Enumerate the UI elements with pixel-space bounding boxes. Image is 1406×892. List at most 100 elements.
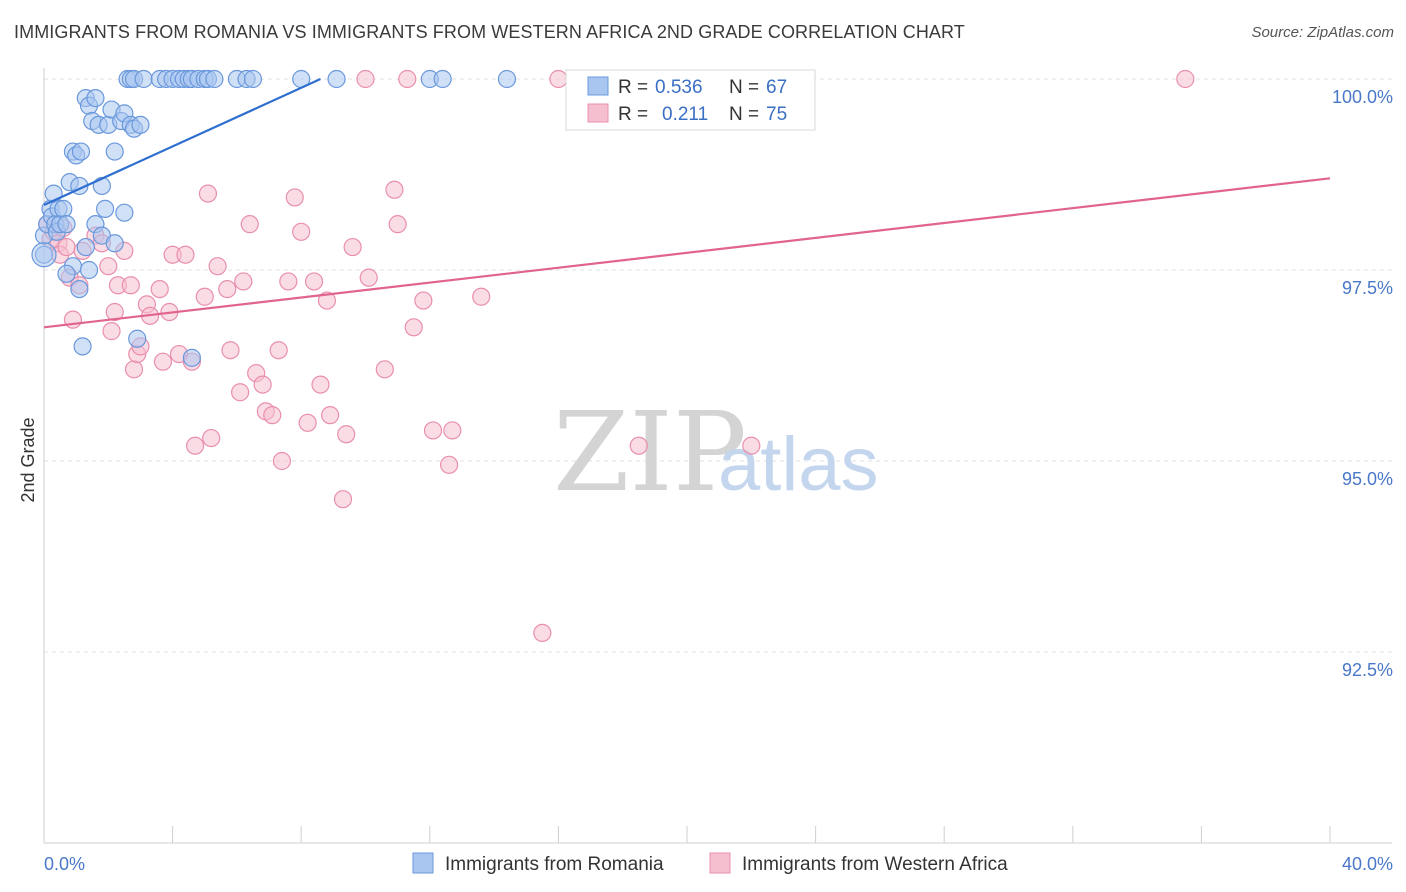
romania-point-32 — [115, 203, 134, 222]
western-africa-point-62 — [404, 318, 423, 337]
y-axis-label: 2nd Grade — [18, 417, 38, 502]
romania-point-26 — [105, 142, 124, 161]
x-tick-labels: 0.0% 40.0% — [44, 854, 1393, 874]
y-tick-label-2: 97.5% — [1342, 278, 1393, 298]
y-tick-label-3: 100.0% — [1332, 87, 1393, 107]
western-africa-point-36 — [218, 280, 237, 299]
chart-title: IMMIGRANTS FROM ROMANIA VS IMMIGRANTS FR… — [14, 22, 965, 42]
western-africa-trend-line — [43, 177, 1331, 329]
legend-n-value-romania: 67 — [766, 77, 787, 98]
romania-point-42 — [128, 329, 147, 348]
western-africa-point-68 — [533, 623, 552, 643]
western-africa-point-42 — [253, 375, 272, 394]
axes — [43, 68, 1392, 844]
western-africa-point-37 — [221, 341, 240, 360]
western-africa-point-24 — [150, 280, 169, 299]
romania-trend-line — [43, 77, 321, 207]
watermark-atlas: atlas — [718, 422, 879, 507]
western-africa-point-65 — [439, 455, 459, 474]
legend-r-label-romania: R = — [618, 77, 648, 98]
legend-n-label-western-africa: N = — [729, 104, 759, 125]
romania-point-41 — [73, 337, 92, 356]
western-africa-point-39 — [234, 272, 253, 291]
western-africa-point-73 — [549, 69, 568, 89]
series-romania-points — [31, 69, 517, 367]
western-africa-point-55 — [333, 490, 353, 509]
western-africa-point-19 — [124, 360, 144, 379]
romania-point-16 — [71, 142, 91, 161]
western-africa-point-54 — [321, 406, 340, 425]
western-africa-point-46 — [272, 451, 292, 471]
romania-point-20 — [86, 88, 105, 108]
legend-n-value-western-africa: 75 — [766, 104, 787, 125]
western-africa-point-71 — [356, 69, 375, 89]
western-africa-point-67 — [472, 287, 491, 306]
western-africa-point-45 — [269, 341, 288, 360]
romania-point-63 — [327, 69, 346, 89]
y-tick-label-1: 95.0% — [1342, 469, 1393, 489]
romania-point-22 — [92, 176, 111, 196]
bottom-legend-label-romania: Immigrants from Romania — [445, 854, 664, 875]
romania-point-40 — [57, 264, 76, 283]
romania-point-11 — [57, 215, 76, 234]
western-africa-point-49 — [292, 222, 311, 241]
y-tick-labels: 92.5% 95.0% 97.5% 100.0% — [1332, 87, 1393, 680]
western-africa-point-6 — [57, 237, 76, 257]
western-africa-point-70 — [742, 436, 761, 455]
western-africa-point-64 — [423, 421, 443, 440]
romania-point-33 — [76, 237, 95, 257]
western-africa-point-44 — [263, 406, 282, 425]
legend-r-label-western-africa: R = — [618, 104, 648, 125]
grid-lines — [44, 78, 1392, 653]
watermark: ZIP atlas — [553, 388, 879, 516]
western-africa-point-34 — [202, 428, 221, 448]
romania-point-31 — [131, 115, 150, 134]
western-africa-point-35 — [208, 257, 227, 276]
western-africa-point-57 — [343, 237, 362, 257]
romania-point-large — [31, 242, 57, 268]
romania-point-61 — [243, 69, 263, 89]
western-africa-point-38 — [231, 383, 250, 402]
bottom-legend-swatch-romania — [412, 852, 434, 874]
western-africa-point-74 — [1176, 69, 1195, 89]
romania-point-38 — [70, 280, 89, 299]
bottom-legend-label-western-africa: Immigrants from Western Africa — [742, 854, 1008, 875]
western-africa-point-60 — [385, 180, 404, 199]
bottom-legend: Immigrants from Romania Immigrants from … — [412, 852, 1008, 875]
x-tick-label-1: 40.0% — [1342, 854, 1393, 874]
western-africa-point-50 — [298, 413, 317, 432]
watermark-zip: ZIP — [553, 388, 747, 516]
source-label: Source: ZipAtlas.com — [1251, 24, 1394, 41]
western-africa-point-63 — [414, 291, 433, 310]
western-africa-point-61 — [388, 215, 407, 234]
romania-point-23 — [95, 199, 115, 218]
western-africa-point-72 — [398, 69, 417, 89]
series-western-africa-points — [38, 69, 1195, 643]
legend-swatch-western-africa — [587, 103, 609, 123]
western-africa-point-59 — [375, 360, 394, 379]
trend-lines — [43, 77, 1331, 329]
western-africa-point-25 — [153, 352, 173, 371]
romania-point-36 — [105, 234, 124, 253]
western-africa-point-52 — [311, 375, 330, 394]
western-africa-point-29 — [176, 245, 195, 264]
western-africa-point-58 — [359, 268, 378, 287]
legend-swatch-romania — [587, 76, 609, 96]
romania-point-47 — [134, 69, 153, 89]
bottom-legend-swatch-western-africa — [709, 852, 731, 874]
western-africa-point-66 — [443, 421, 462, 440]
western-africa-point-18 — [121, 276, 140, 295]
y-tick-label-0: 92.5% — [1342, 660, 1393, 680]
legend-r-value-western-africa: 0.211 — [662, 104, 708, 125]
romania-point-58 — [205, 69, 224, 89]
western-africa-point-51 — [304, 272, 324, 291]
western-africa-point-40 — [240, 215, 259, 234]
romania-point-66 — [497, 69, 517, 89]
legend-r-value-romania: 0.536 — [655, 77, 703, 98]
romania-point-43 — [182, 348, 201, 367]
legend: R = 0.536 N = 67 R = 0.211 N = 75 — [565, 69, 816, 131]
romania-point-39 — [79, 260, 99, 280]
western-africa-point-32 — [195, 287, 214, 306]
western-africa-point-15 — [105, 302, 124, 322]
